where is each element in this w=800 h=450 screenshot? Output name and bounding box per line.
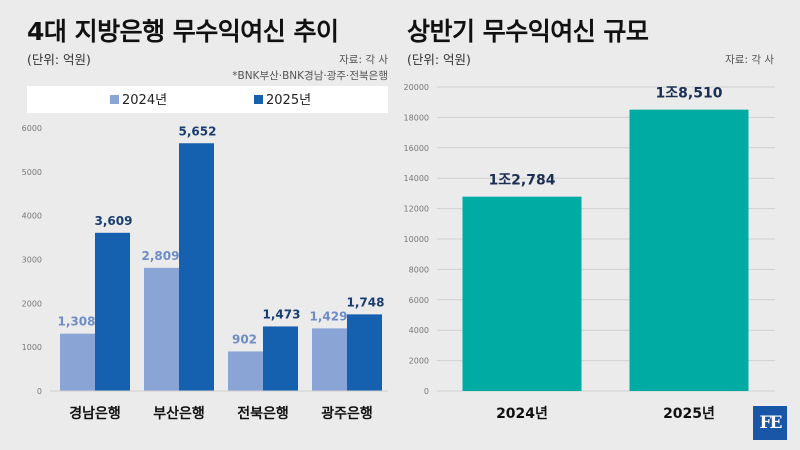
bar-2025년 xyxy=(629,109,749,391)
y-tick-label: 0 xyxy=(37,387,42,396)
legend-swatch-0 xyxy=(110,95,119,104)
right-chart-title: 상반기 무수익여신 규모 xyxy=(407,17,649,46)
fe-logo: FE xyxy=(753,406,787,440)
bar-2025 xyxy=(179,143,214,391)
left-chart-unit: (단위: 억원) xyxy=(27,52,91,67)
legend-label-0: 2024년 xyxy=(122,93,167,108)
x-category-label: 2025년 xyxy=(663,406,715,422)
data-label: 902 xyxy=(232,332,257,346)
bar-2024년 xyxy=(462,196,582,391)
half-year-total-chart: 0 2000 4000 6000 8000 10000 12000 14000 16000 180… xyxy=(404,83,775,422)
x-category-label: 부산은행 xyxy=(153,405,205,422)
data-label: 1,473 xyxy=(263,307,301,321)
bank-nonperforming-loans-chart: 2024년 2025년 0 1000 2000 3000 4000 5000 6000 1,308… xyxy=(22,86,388,422)
right-chart-panel: 상반기 무수익여신 규모 (단위: 억원) 자료: 각 사 0 2000 4000 6… xyxy=(400,0,800,450)
left-chart-source: 자료: 각 사 xyxy=(339,54,388,66)
data-label: 2,809 xyxy=(142,249,180,263)
data-label: 5,652 xyxy=(179,124,217,138)
x-category-label: 경남은행 xyxy=(69,405,121,422)
y-tick-label: 3000 xyxy=(22,256,42,265)
y-tick-label: 4000 xyxy=(22,212,42,221)
left-chart-note: *BNK부산·BNK경남·광주·전북은행 xyxy=(232,70,388,82)
x-category-label: 2024년 xyxy=(496,406,548,422)
data-label: 1조8,510 xyxy=(656,86,723,102)
data-label: 1,748 xyxy=(347,295,385,309)
bar-2025 xyxy=(263,326,298,391)
right-chart-unit: (단위: 억원) xyxy=(407,52,471,67)
y-tick-label: 5000 xyxy=(22,168,42,177)
bar-2024 xyxy=(312,328,347,391)
y-tick-label: 2000 xyxy=(22,299,42,308)
bar-2024 xyxy=(144,267,179,391)
data-label: 3,609 xyxy=(95,214,133,228)
y-tick-label: 20000 xyxy=(404,83,429,92)
y-tick-label: 4000 xyxy=(409,326,429,335)
right-chart-source: 자료: 각 사 xyxy=(725,54,774,66)
y-tick-label: 0 xyxy=(424,387,429,396)
legend-label-1: 2025년 xyxy=(266,93,311,108)
y-tick-label: 16000 xyxy=(404,144,429,153)
data-label: 1조2,784 xyxy=(489,173,556,189)
bar-2024 xyxy=(60,333,95,391)
y-tick-label: 12000 xyxy=(404,205,429,214)
bar-2025 xyxy=(95,232,130,391)
data-label: 1,429 xyxy=(310,309,348,323)
y-tick-label: 18000 xyxy=(404,113,429,122)
legend-box xyxy=(27,86,388,113)
left-chart-panel: 4대 지방은행 무수익여신 추이 (단위: 억원) 자료: 각 사 *BNK부산… xyxy=(22,17,388,422)
y-tick-label: 6000 xyxy=(22,124,42,133)
y-tick-label: 6000 xyxy=(409,296,429,305)
y-tick-label: 8000 xyxy=(409,265,429,274)
bar-2024 xyxy=(228,351,263,391)
y-tick-label: 14000 xyxy=(404,174,429,183)
y-tick-label: 2000 xyxy=(409,357,429,366)
y-tick-label: 1000 xyxy=(22,343,42,352)
y-tick-label: 10000 xyxy=(404,235,429,244)
bar-2025 xyxy=(347,314,382,391)
x-category-label: 광주은행 xyxy=(321,405,373,422)
left-chart-title: 4대 지방은행 무수익여신 추이 xyxy=(27,17,339,46)
legend-swatch-1 xyxy=(254,95,263,104)
data-label: 1,308 xyxy=(58,315,96,329)
x-category-label: 전북은행 xyxy=(237,405,289,422)
